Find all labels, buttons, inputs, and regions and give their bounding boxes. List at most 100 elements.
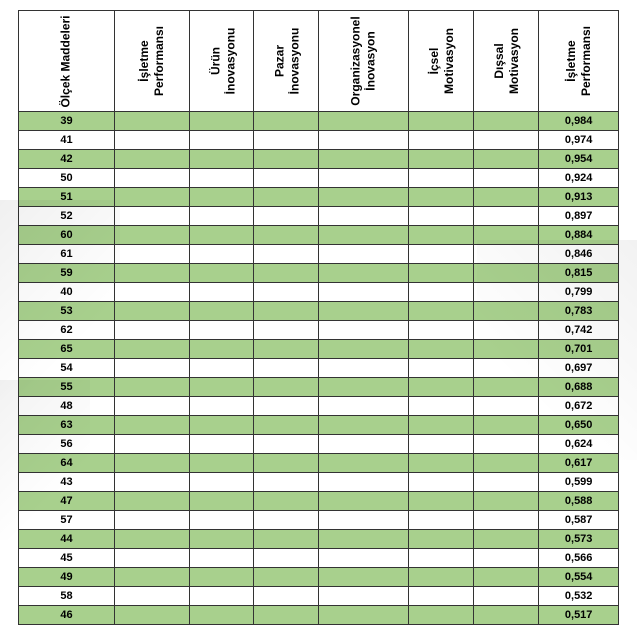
cell-empty <box>253 226 318 245</box>
col-header-isletme-perf-2: İşletmePerformansı <box>539 11 619 112</box>
cell-empty <box>408 245 473 264</box>
cell-empty <box>190 530 253 549</box>
cell-empty <box>318 492 408 511</box>
header-label: İşletmePerformansı <box>137 26 167 96</box>
cell-empty <box>408 416 473 435</box>
cell-empty <box>114 283 190 302</box>
cell-empty <box>253 283 318 302</box>
factor-loadings-table: Ölçek Maddeleri İşletmePerformansı Ürünİ… <box>18 10 619 625</box>
cell-empty <box>253 378 318 397</box>
table-row: 580,532 <box>19 587 619 606</box>
cell-empty <box>114 511 190 530</box>
cell-empty <box>318 226 408 245</box>
cell-empty <box>114 207 190 226</box>
table-row: 430,599 <box>19 473 619 492</box>
cell-id: 51 <box>19 188 115 207</box>
cell-id: 54 <box>19 359 115 378</box>
cell-empty <box>114 321 190 340</box>
header-label: DışsalMotivasyon <box>492 28 522 94</box>
cell-empty <box>318 587 408 606</box>
cell-empty <box>253 492 318 511</box>
cell-empty <box>474 568 539 587</box>
cell-value: 0,815 <box>539 264 619 283</box>
cell-empty <box>253 511 318 530</box>
cell-empty <box>318 321 408 340</box>
cell-empty <box>474 321 539 340</box>
cell-empty <box>190 150 253 169</box>
cell-id: 45 <box>19 549 115 568</box>
cell-empty <box>190 226 253 245</box>
cell-id: 63 <box>19 416 115 435</box>
cell-empty <box>190 302 253 321</box>
cell-id: 43 <box>19 473 115 492</box>
table-row: 560,624 <box>19 435 619 454</box>
cell-empty <box>114 530 190 549</box>
cell-empty <box>408 264 473 283</box>
table-row: 410,974 <box>19 131 619 150</box>
cell-empty <box>408 435 473 454</box>
cell-value: 0,924 <box>539 169 619 188</box>
col-header-urun: Ürünİnovasyonu <box>190 11 253 112</box>
cell-empty <box>114 264 190 283</box>
cell-empty <box>318 207 408 226</box>
cell-empty <box>190 283 253 302</box>
cell-empty <box>318 473 408 492</box>
cell-empty <box>318 435 408 454</box>
cell-empty <box>190 606 253 625</box>
cell-empty <box>408 226 473 245</box>
cell-empty <box>474 169 539 188</box>
header-label: Ürünİnovasyonu <box>209 28 239 95</box>
cell-empty <box>253 359 318 378</box>
cell-empty <box>474 340 539 359</box>
cell-value: 0,532 <box>539 587 619 606</box>
cell-empty <box>474 150 539 169</box>
cell-value: 0,517 <box>539 606 619 625</box>
table-row: 55 0,688 <box>19 378 619 397</box>
cell-empty <box>318 264 408 283</box>
cell-value: 0,697 <box>539 359 619 378</box>
cell-value: 0,954 <box>539 150 619 169</box>
table-row: 520,897 <box>19 207 619 226</box>
cell-empty <box>253 340 318 359</box>
cell-empty <box>114 340 190 359</box>
cell-id: 64 <box>19 454 115 473</box>
cell-empty <box>253 112 318 131</box>
cell-id: 55 <box>19 378 115 397</box>
cell-value: 0,846 <box>539 245 619 264</box>
header-label: İşletmePerformansı <box>564 26 594 96</box>
cell-empty <box>253 150 318 169</box>
cell-empty <box>190 169 253 188</box>
cell-id: 50 <box>19 169 115 188</box>
cell-empty <box>114 606 190 625</box>
cell-empty <box>408 492 473 511</box>
cell-empty <box>253 321 318 340</box>
cell-empty <box>253 530 318 549</box>
table-row: 54 0,697 <box>19 359 619 378</box>
cell-value: 0,624 <box>539 435 619 454</box>
cell-empty <box>318 416 408 435</box>
cell-empty <box>253 587 318 606</box>
cell-empty <box>318 549 408 568</box>
cell-empty <box>408 606 473 625</box>
header-row: Ölçek Maddeleri İşletmePerformansı Ürünİ… <box>19 11 619 112</box>
cell-value: 0,573 <box>539 530 619 549</box>
cell-value: 0,688 <box>539 378 619 397</box>
cell-empty <box>318 606 408 625</box>
cell-empty <box>253 245 318 264</box>
cell-empty <box>190 435 253 454</box>
cell-empty <box>474 131 539 150</box>
cell-empty <box>318 283 408 302</box>
cell-value: 0,554 <box>539 568 619 587</box>
cell-id: 49 <box>19 568 115 587</box>
cell-empty <box>318 568 408 587</box>
cell-empty <box>114 435 190 454</box>
col-header-dissal: DışsalMotivasyon <box>474 11 539 112</box>
cell-empty <box>408 397 473 416</box>
table-row: 50 0,924 <box>19 169 619 188</box>
cell-value: 0,742 <box>539 321 619 340</box>
cell-value: 0,701 <box>539 340 619 359</box>
cell-empty <box>114 416 190 435</box>
cell-value: 0,897 <box>539 207 619 226</box>
cell-empty <box>253 435 318 454</box>
cell-empty <box>474 264 539 283</box>
